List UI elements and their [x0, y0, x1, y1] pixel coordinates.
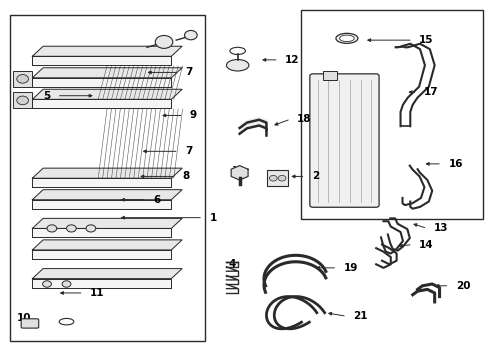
Ellipse shape — [229, 47, 245, 54]
Ellipse shape — [339, 35, 353, 41]
Text: 8: 8 — [182, 171, 189, 181]
Circle shape — [62, 281, 71, 287]
Ellipse shape — [226, 59, 248, 71]
Polygon shape — [32, 228, 171, 237]
Circle shape — [184, 31, 197, 40]
Bar — [300, 10, 483, 220]
Text: 6: 6 — [153, 195, 160, 205]
Text: 11: 11 — [90, 288, 104, 298]
Text: 4: 4 — [228, 259, 235, 269]
Bar — [322, 71, 336, 80]
Polygon shape — [32, 56, 171, 65]
Text: 2: 2 — [311, 171, 318, 181]
Circle shape — [66, 225, 76, 232]
Polygon shape — [32, 46, 182, 56]
FancyBboxPatch shape — [309, 74, 378, 207]
Circle shape — [86, 225, 96, 232]
Text: 13: 13 — [433, 224, 447, 233]
Text: 12: 12 — [285, 55, 299, 65]
Text: 1: 1 — [209, 213, 216, 222]
Polygon shape — [231, 166, 247, 180]
Polygon shape — [32, 68, 182, 78]
Text: 18: 18 — [297, 114, 311, 124]
Text: 7: 7 — [184, 67, 192, 77]
Polygon shape — [32, 269, 182, 279]
Bar — [266, 170, 288, 186]
Polygon shape — [32, 178, 171, 187]
Polygon shape — [32, 168, 182, 178]
Text: 15: 15 — [418, 35, 433, 45]
Circle shape — [47, 225, 57, 232]
Ellipse shape — [59, 319, 74, 325]
Polygon shape — [32, 200, 171, 209]
Circle shape — [17, 96, 28, 105]
Polygon shape — [32, 250, 171, 259]
Circle shape — [155, 36, 172, 48]
Text: 7: 7 — [184, 146, 192, 156]
FancyBboxPatch shape — [21, 319, 39, 328]
Text: 9: 9 — [189, 111, 197, 121]
Polygon shape — [32, 279, 171, 288]
Text: 20: 20 — [455, 281, 469, 291]
Polygon shape — [32, 190, 182, 200]
Polygon shape — [32, 219, 182, 228]
Bar — [13, 71, 32, 87]
Circle shape — [42, 281, 51, 287]
Text: 16: 16 — [447, 159, 462, 169]
Polygon shape — [32, 99, 171, 108]
Text: 17: 17 — [423, 87, 438, 97]
Bar — [13, 92, 32, 108]
Circle shape — [269, 175, 277, 181]
Circle shape — [17, 75, 28, 83]
Polygon shape — [32, 89, 182, 99]
Polygon shape — [32, 240, 182, 250]
Text: 19: 19 — [343, 263, 357, 273]
Bar — [10, 15, 205, 341]
Polygon shape — [32, 78, 171, 87]
Text: 14: 14 — [418, 239, 433, 249]
Text: 21: 21 — [352, 311, 367, 321]
Circle shape — [278, 175, 285, 181]
Ellipse shape — [335, 33, 357, 43]
Text: 5: 5 — [43, 91, 50, 101]
Text: 10: 10 — [17, 313, 31, 323]
Text: 3: 3 — [230, 166, 238, 176]
